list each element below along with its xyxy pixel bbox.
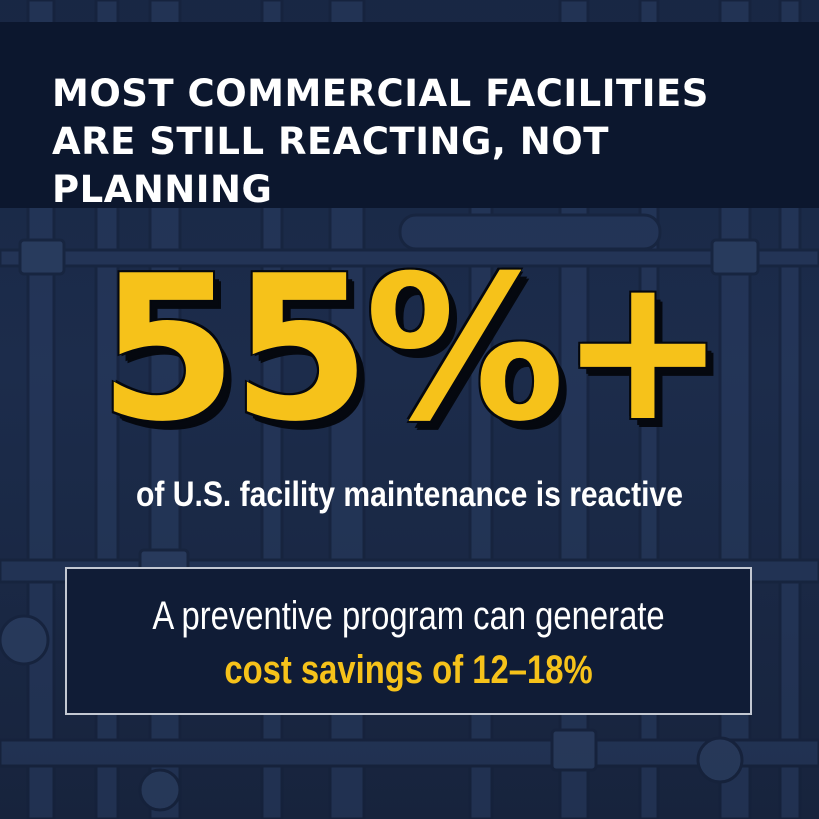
header-band xyxy=(0,22,819,208)
callout-intro-text: A preventive program can generate xyxy=(152,594,665,638)
savings-callout-box: A preventive program can generate cost s… xyxy=(65,567,752,715)
headline: MOST COMMERCIAL FACILITIES ARE STILL REA… xyxy=(52,72,709,211)
statistic-value: 55%+ xyxy=(98,233,726,466)
callout-savings-text: cost savings of 12–18% xyxy=(224,648,593,692)
statistic-caption: of U.S. facility maintenance is reactive xyxy=(135,475,684,514)
